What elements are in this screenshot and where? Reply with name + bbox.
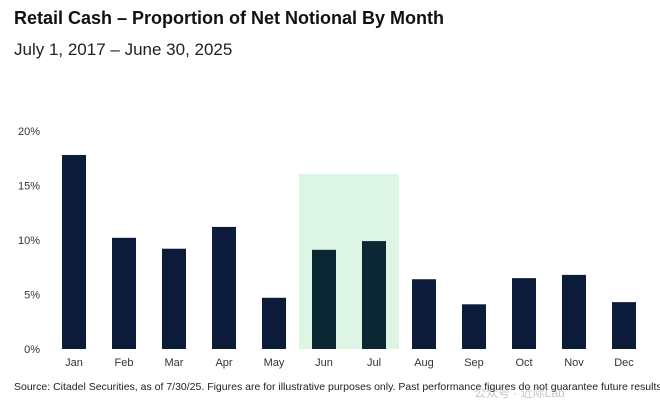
x-tick-label-apr: Apr	[215, 357, 232, 369]
y-tick-label: 10%	[18, 235, 40, 247]
x-tick-label-oct: Oct	[515, 357, 532, 369]
x-axis: Jan Feb Mar Apr May Jun Jul Aug Sep Oct Nov Dec	[65, 357, 634, 369]
bar-aug	[412, 279, 436, 349]
bar-nov	[562, 274, 586, 349]
bar-dec	[612, 302, 636, 349]
bar-sep	[462, 304, 486, 349]
x-tick-label-dec: Dec	[614, 357, 634, 369]
x-tick-label-jan: Jan	[65, 357, 83, 369]
x-tick-label-aug: Aug	[414, 357, 434, 369]
chart-subtitle: July 1, 2017 – June 30, 2025	[14, 40, 233, 59]
source-note: Source: Citadel Securities, as of 7/30/2…	[14, 381, 660, 393]
y-tick-label: 15%	[18, 181, 40, 193]
bar-jul	[362, 241, 386, 349]
bar-jun	[312, 249, 336, 349]
y-tick-label: 20%	[18, 126, 40, 138]
bar-feb	[112, 237, 136, 349]
bar-jan	[62, 154, 86, 349]
bar-mar	[162, 248, 186, 349]
bar-oct	[512, 278, 536, 349]
y-tick-label: 5%	[24, 290, 40, 302]
y-axis: 0% 5% 10% 15% 20%	[18, 126, 40, 356]
x-tick-label-jun: Jun	[315, 357, 333, 369]
x-tick-label-jul: Jul	[367, 357, 381, 369]
y-tick-label: 0%	[24, 344, 40, 356]
chart-title: Retail Cash – Proportion of Net Notional…	[14, 8, 445, 28]
bar-may	[262, 297, 286, 349]
x-tick-label-nov: Nov	[564, 357, 584, 369]
watermark: 公众号 · 近际Lab	[474, 386, 565, 400]
x-tick-label-may: May	[264, 357, 285, 369]
x-tick-label-sep: Sep	[464, 357, 484, 369]
bars	[62, 154, 636, 349]
bar-apr	[212, 226, 236, 349]
x-tick-label-feb: Feb	[115, 357, 134, 369]
x-tick-label-mar: Mar	[165, 357, 184, 369]
